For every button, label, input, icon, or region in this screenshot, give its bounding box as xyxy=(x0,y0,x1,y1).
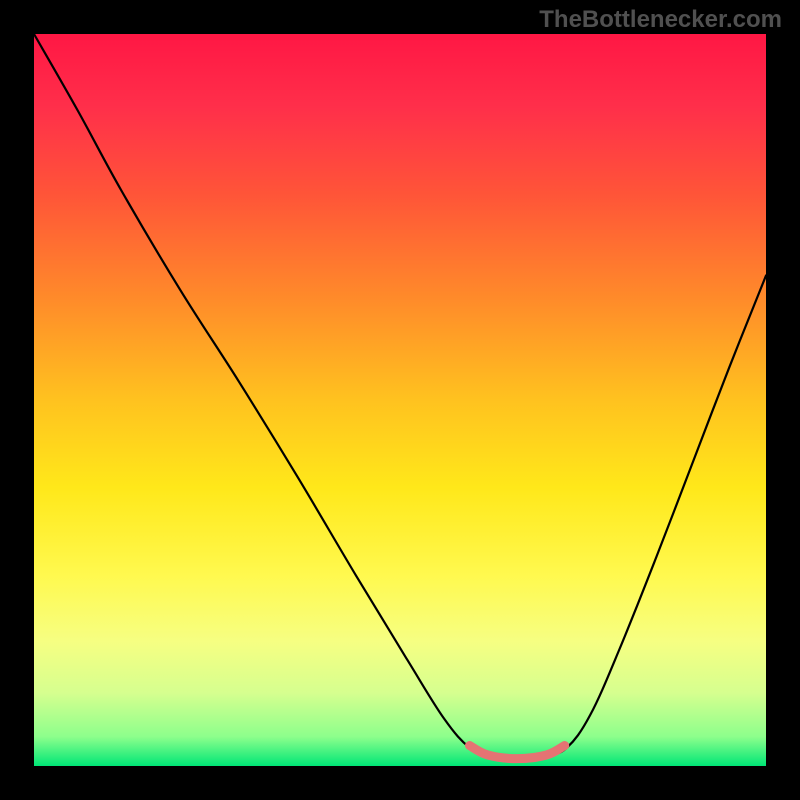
watermark-text: TheBottlenecker.com xyxy=(539,6,782,34)
plot-background xyxy=(34,34,766,766)
chart-root: TheBottlenecker.com xyxy=(0,0,800,800)
